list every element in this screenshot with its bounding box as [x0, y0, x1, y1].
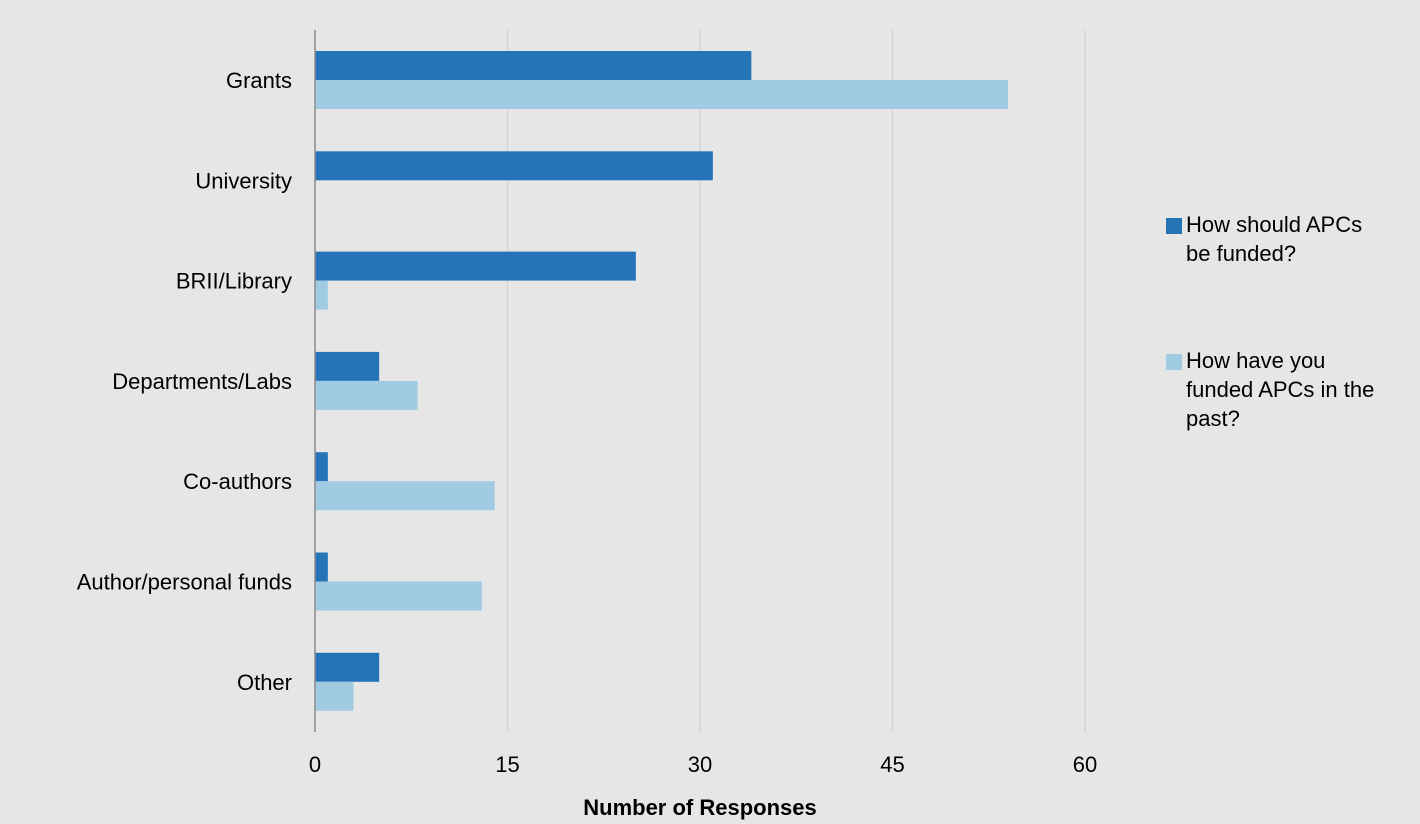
category-labels: Grants University BRII/Library Departments/… — [77, 68, 292, 695]
legend-item-1: How have you funded APCs in the past? — [1166, 348, 1374, 431]
legend: How should APCs be funded? How have you fun… — [1166, 212, 1374, 431]
x-tick-label-3: 45 — [880, 752, 904, 777]
bar-should-fund-2 — [315, 252, 636, 281]
bar-have-funded-3 — [315, 381, 418, 410]
x-tick-label-4: 60 — [1073, 752, 1097, 777]
bar-should-fund-6 — [315, 653, 379, 682]
bar-should-fund-5 — [315, 553, 328, 582]
bar-should-fund-1 — [315, 151, 713, 180]
category-label-2: BRII/Library — [176, 269, 292, 294]
category-label-1: University — [195, 168, 292, 193]
category-label-4: Co-authors — [183, 469, 292, 494]
legend-item-0: How should APCs be funded? — [1166, 212, 1362, 266]
bar-have-funded-4 — [315, 481, 495, 510]
bar-have-funded-0 — [315, 80, 1008, 109]
x-tick-label-1: 15 — [495, 752, 519, 777]
x-tick-label-0: 0 — [309, 752, 321, 777]
category-label-6: Other — [237, 670, 292, 695]
category-label-5: Author/personal funds — [77, 570, 292, 595]
bar-should-fund-4 — [315, 452, 328, 481]
bar-should-fund-0 — [315, 51, 751, 80]
bars — [315, 51, 1008, 711]
bar-have-funded-5 — [315, 582, 482, 611]
gridlines — [508, 30, 1086, 732]
x-axis-title: Number of Responses — [583, 795, 817, 820]
legend-label-1: How have you funded APCs in the past? — [1186, 348, 1374, 431]
bar-should-fund-3 — [315, 352, 379, 381]
category-label-0: Grants — [226, 68, 292, 93]
legend-swatch-1 — [1166, 354, 1182, 370]
bar-have-funded-6 — [315, 682, 354, 711]
x-tick-labels: 0 15 30 45 60 — [309, 752, 1097, 777]
legend-label-0: How should APCs be funded? — [1186, 212, 1362, 266]
x-tick-label-2: 30 — [688, 752, 712, 777]
bar-have-funded-2 — [315, 281, 328, 310]
category-label-3: Departments/Labs — [112, 369, 292, 394]
legend-swatch-0 — [1166, 218, 1182, 234]
